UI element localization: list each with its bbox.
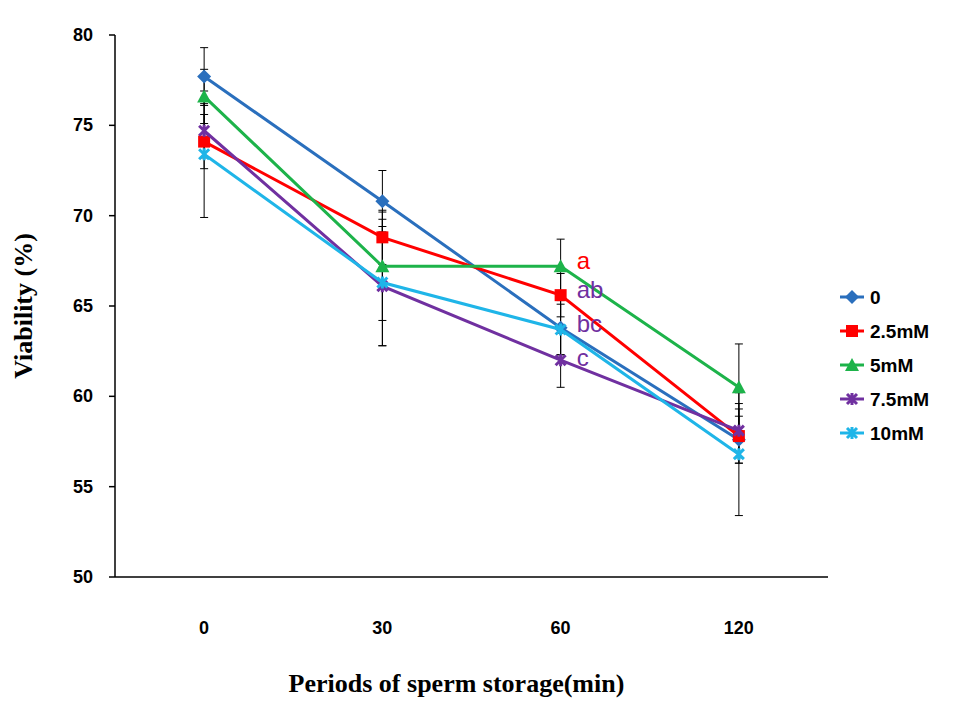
series-line: [204, 96, 739, 387]
annotation: a: [577, 247, 591, 274]
data-point: [199, 148, 209, 160]
y-tick-label: 65: [73, 296, 93, 316]
legend-label: 10mM: [870, 423, 924, 444]
legend-marker: [847, 393, 857, 405]
chart: 50 55 60 65 70 75 80 0 30 60 120 Periods of sperm s…: [0, 0, 960, 720]
data-point: [198, 136, 210, 148]
legend-marker: [845, 290, 859, 304]
legend: 0 2.5mM 5mM 7.5mM 10mM: [840, 287, 929, 444]
legend-label: 7.5mM: [870, 389, 929, 410]
legend-label: 5mM: [870, 355, 913, 376]
data-point: [732, 380, 746, 393]
y-tick: [109, 34, 115, 36]
y-tick: [109, 305, 115, 307]
y-tick-label: 55: [73, 477, 93, 497]
legend-marker: [846, 325, 858, 337]
x-tick-label: 0: [199, 618, 209, 638]
error-bar: [200, 91, 208, 217]
y-tick-label: 80: [73, 25, 93, 45]
error-bar: [735, 393, 743, 516]
legend-marker: [845, 358, 859, 371]
data-point: [197, 70, 211, 84]
annotation: ab: [577, 276, 604, 303]
series-line: [204, 77, 739, 440]
data-point: [377, 277, 387, 289]
y-tick: [109, 486, 115, 488]
annotation: bc: [577, 310, 602, 337]
x-tick-label: 60: [551, 618, 571, 638]
y-tick: [109, 215, 115, 217]
y-tick-label: 75: [73, 115, 93, 135]
x-tick-label: 30: [372, 618, 392, 638]
data-point: [734, 425, 744, 437]
data-point: [734, 448, 744, 460]
legend-label: 2.5mM: [870, 321, 929, 342]
y-tick-label: 60: [73, 386, 93, 406]
y-tick-label: 70: [73, 206, 93, 226]
data-point: [555, 289, 567, 301]
error-bar: [557, 301, 565, 355]
data-point: [375, 194, 389, 208]
x-axis-title: Periods of sperm storage(min): [289, 669, 625, 698]
x-axis: [115, 576, 828, 578]
data-point: [376, 231, 388, 243]
y-tick: [109, 125, 115, 127]
legend-marker: [847, 427, 857, 439]
y-axis-title: Viability (%): [9, 233, 38, 379]
y-tick: [109, 576, 115, 578]
data-point: [556, 323, 566, 335]
data-point: [556, 354, 566, 366]
series-line: [204, 142, 739, 436]
series-line: [204, 131, 739, 431]
data-point: [375, 259, 389, 272]
series-line: [204, 154, 739, 454]
x-tick-label: 120: [724, 618, 754, 638]
y-tick-label: 50: [73, 567, 93, 587]
data-point: [554, 259, 568, 272]
chart-root: 50 55 60 65 70 75 80 0 30 60 120 Periods of sperm s…: [0, 0, 960, 720]
data-point: [197, 89, 211, 102]
plot-area: [197, 48, 746, 516]
annotation: c: [577, 344, 589, 371]
y-tick: [109, 396, 115, 398]
data-point: [199, 125, 209, 137]
legend-label: 0: [870, 287, 881, 308]
